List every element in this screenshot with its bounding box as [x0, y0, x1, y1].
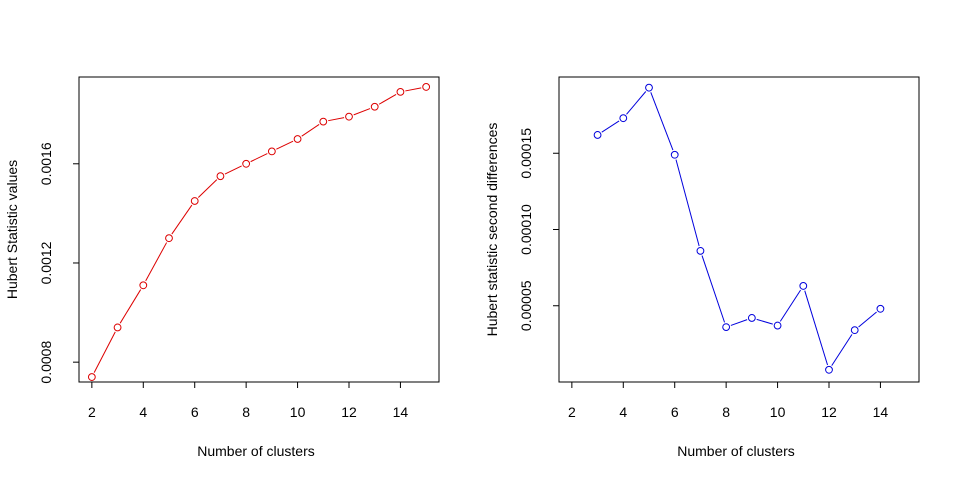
chart-panel-2: 2 4 6 8 10 12 14 0.00005 0.00010 0.00015 Number of…: [484, 76, 920, 459]
data-point: [293, 135, 302, 143]
data-point: [370, 102, 379, 111]
x-tick-label: 4: [139, 404, 147, 420]
data-point: [87, 373, 96, 381]
series-line-segment: [650, 92, 674, 151]
x-tick-label: 8: [242, 404, 250, 420]
y-axis-label: Hubert Statistic values: [4, 160, 20, 299]
data-point: [670, 150, 679, 159]
data-point: [825, 365, 833, 374]
data-point: [876, 304, 885, 313]
series-line-segment: [224, 165, 242, 175]
chart-panel-1: 2 4 6 8 10 12 14 0.0008 0.0012 0.0016 Number of cl…: [4, 76, 440, 459]
series-line-segment: [301, 124, 320, 137]
series-line-segment: [378, 93, 397, 105]
x-tick-label: 14: [873, 404, 889, 420]
y-tick-label: 0.0012: [38, 241, 54, 284]
data-point: [799, 282, 808, 290]
x-tick-label: 6: [671, 404, 679, 420]
data-point: [696, 246, 705, 255]
series-line-segment: [626, 91, 647, 115]
data-point: [619, 114, 628, 123]
x-axis-label: Number of clusters: [197, 443, 314, 459]
data-point: [139, 281, 148, 290]
data-point: [645, 83, 653, 92]
x-axis-label: Number of clusters: [677, 443, 794, 459]
series-line-segment: [701, 255, 726, 323]
data-point: [113, 323, 122, 332]
series-line-segment: [405, 87, 422, 92]
x-tick-label: 10: [290, 404, 306, 420]
series-line-segment: [675, 159, 700, 247]
data-point: [593, 131, 602, 139]
data-point: [747, 314, 756, 322]
series-line-segment: [276, 140, 294, 150]
series-line-segment: [601, 120, 620, 133]
x-tick-label: 2: [88, 404, 96, 420]
series-line-segment: [831, 334, 853, 366]
series-line-segment: [858, 311, 877, 328]
data-point: [267, 147, 276, 156]
y-tick-label: 0.0016: [38, 142, 54, 185]
data-point: [190, 197, 199, 205]
x-tick-label: 12: [341, 404, 357, 420]
y-tick-label: 0.00005: [518, 280, 534, 331]
x-tick-label: 2: [568, 404, 576, 420]
y-tick-label: 0.00015: [518, 128, 534, 179]
x-tick-label: 4: [619, 404, 627, 420]
y-tick-label: 0.0008: [38, 341, 54, 384]
plot-frame: [558, 76, 920, 383]
y-axis-label: Hubert statistic second differences: [484, 123, 500, 337]
x-tick-label: 6: [191, 404, 199, 420]
series-line-segment: [250, 153, 268, 163]
data-point: [165, 234, 173, 243]
data-point: [422, 83, 431, 91]
series-line-segment: [779, 289, 801, 322]
x-tick-label: 10: [770, 404, 786, 420]
data-point: [345, 112, 353, 121]
data-point: [242, 159, 251, 168]
series-line-segment: [328, 117, 345, 122]
series-line-segment: [353, 108, 371, 116]
series-line-segment: [730, 319, 748, 326]
plot-frame: [78, 76, 440, 383]
series-line-segment: [197, 179, 218, 198]
data-point: [319, 117, 328, 126]
series-line-segment: [145, 242, 168, 282]
data-point: [850, 326, 859, 335]
data-point: [396, 87, 405, 96]
y-tick-label: 0.00010: [518, 204, 534, 255]
series-line-segment: [756, 318, 773, 325]
series-line-segment: [93, 331, 116, 373]
data-point: [216, 172, 225, 181]
x-tick-label: 8: [722, 404, 730, 420]
x-tick-label: 12: [821, 404, 837, 420]
data-point: [722, 323, 731, 332]
series-line-segment: [119, 289, 142, 324]
x-tick-label: 14: [393, 404, 409, 420]
data-point: [773, 321, 782, 330]
series-line-segment: [804, 290, 829, 366]
series-line-segment: [171, 204, 193, 235]
